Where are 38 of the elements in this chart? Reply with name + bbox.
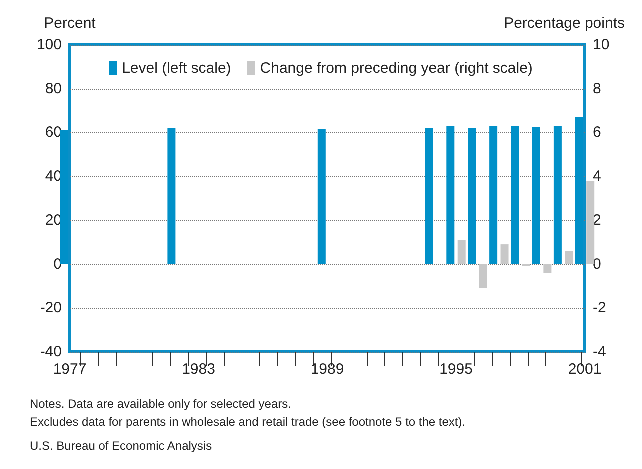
bar	[500, 244, 509, 264]
bar	[565, 251, 574, 264]
x-tick-label: 1995	[440, 361, 473, 378]
bar	[318, 129, 326, 264]
x-tick-label: 1983	[182, 361, 216, 378]
y-tick-label: 100	[36, 36, 62, 54]
bar	[586, 180, 595, 264]
y-tick-label: -20	[40, 300, 62, 317]
bar	[458, 240, 466, 264]
bar	[468, 128, 476, 264]
y2-tick-label: 10	[593, 36, 610, 54]
bar	[544, 264, 552, 274]
bar	[532, 127, 540, 264]
y2-tick-label: -2	[593, 300, 606, 317]
bar	[446, 126, 455, 264]
bar	[168, 128, 176, 264]
y2-tick-label: 8	[593, 80, 602, 98]
bar	[554, 126, 562, 264]
y2-axis-title: Percentage points	[504, 15, 625, 32]
text: Excludes data for parents in wholesale and retail trade (see footnote 5 to the text).	[30, 415, 466, 429]
legend-label: Level (left scale)	[122, 60, 232, 77]
x-tick-label: 1977	[53, 361, 87, 378]
x-tick-label: 2001	[568, 361, 602, 378]
bar	[511, 126, 520, 264]
y-tick-label: -40	[40, 344, 62, 360]
bar	[425, 128, 434, 264]
y2-tick-label: 4	[593, 168, 602, 186]
y-tick-label: 80	[45, 80, 62, 98]
bar	[479, 264, 488, 288]
legend-label: Change from preceding year (right scale)	[260, 60, 533, 77]
y2-tick-label: -4	[593, 344, 606, 360]
bar	[575, 117, 584, 264]
y2-tick-label: 6	[593, 124, 602, 142]
bar	[490, 126, 498, 264]
y-axis-title: Percent	[44, 15, 97, 32]
text: U.S. Bureau of Economic Analysis	[30, 439, 212, 453]
text: Notes. Data are available only for selected years.	[30, 397, 292, 411]
x-tick-label: 1989	[310, 361, 344, 378]
